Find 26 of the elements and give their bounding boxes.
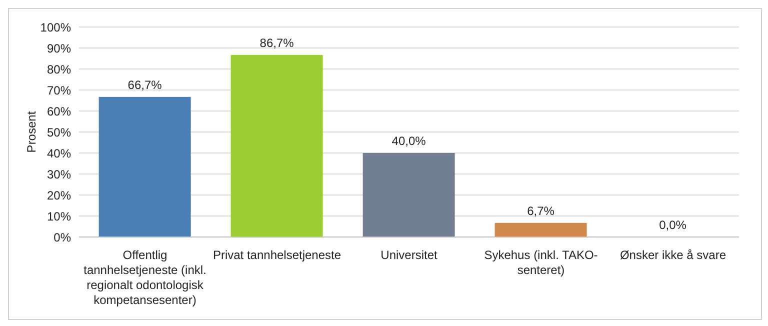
- y-tick-label: 10%: [46, 209, 72, 224]
- y-axis-title: Prosent: [24, 110, 38, 153]
- data-label: 6,7%: [527, 204, 555, 218]
- y-tick-label: 50%: [46, 125, 72, 140]
- data-label: 0,0%: [659, 218, 687, 232]
- y-tick-label: 70%: [46, 83, 72, 98]
- y-tick-label: 40%: [46, 146, 72, 160]
- bar: [98, 96, 191, 237]
- x-tick-label: Sykehus (inkl. TAKO-senteret): [484, 248, 598, 277]
- y-tick-label: 0%: [54, 230, 72, 244]
- bar: [230, 54, 323, 237]
- data-label: 66,7%: [128, 78, 162, 92]
- x-tick-label: Universitet: [380, 248, 438, 262]
- y-tick-label: 30%: [46, 167, 72, 182]
- y-tick-label: 20%: [46, 188, 72, 202]
- bar: [494, 222, 587, 237]
- data-label: 86,7%: [260, 36, 294, 50]
- y-tick-label: 100%: [40, 20, 72, 34]
- y-tick-label: 80%: [46, 62, 72, 76]
- y-tick-label: 90%: [46, 41, 72, 56]
- bar: [362, 153, 455, 237]
- x-tick-label: Ønsker ikke å svare: [620, 248, 726, 262]
- x-tick-label: Privat tannhelsetjeneste: [212, 248, 342, 262]
- y-tick-label: 60%: [46, 104, 72, 118]
- data-label: 40,0%: [392, 134, 426, 148]
- x-tick-label: Offentlig tannhelsetjeneste (inkl. regionalt odontologisk kompetansesenter): [84, 248, 206, 307]
